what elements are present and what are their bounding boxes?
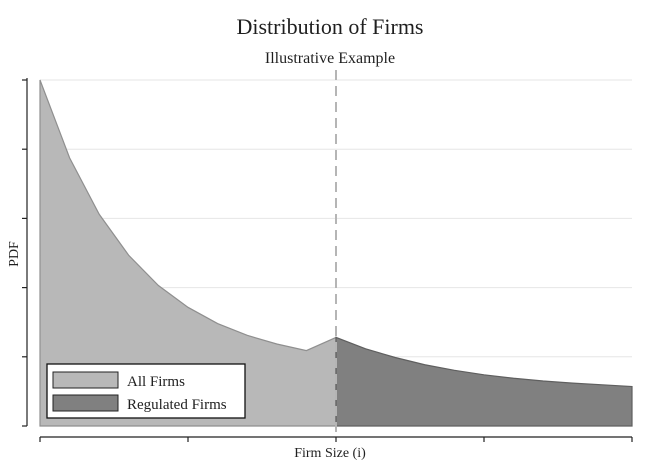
x-axis-label: Firm Size (i)	[294, 446, 366, 461]
legend-regulated-firms-swatch	[52, 394, 119, 412]
chart-subtitle: Illustrative Example	[265, 50, 395, 67]
chart-title: Distribution of Firms	[236, 14, 423, 39]
legend-all-firms-label: All Firms	[127, 374, 185, 390]
legend-all-firms-swatch	[52, 371, 119, 389]
plot-layer	[22, 70, 633, 442]
legend-regulated-firms-label: Regulated Firms	[127, 397, 227, 413]
area-all-firms	[39, 79, 337, 427]
area-regulated-firms	[335, 336, 633, 427]
y-axis-label: PDF	[7, 241, 22, 267]
legend: All Firms Regulated Firms	[46, 363, 246, 419]
